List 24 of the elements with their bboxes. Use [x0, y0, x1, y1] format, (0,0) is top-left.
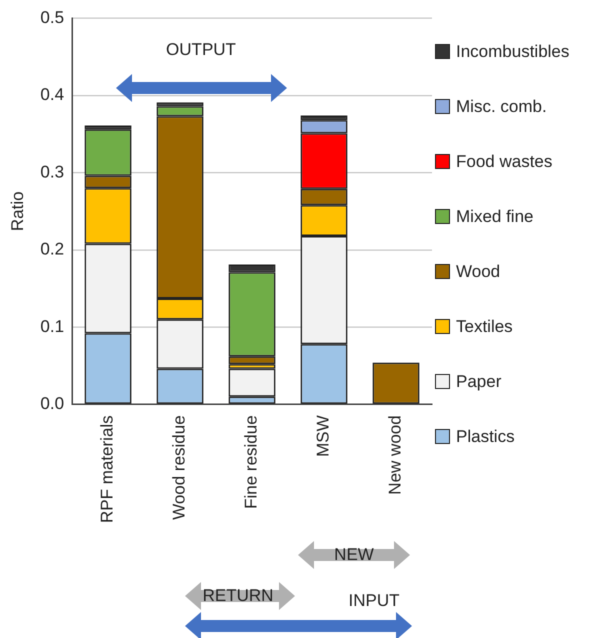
legend-label: Paper [456, 372, 502, 392]
y-tick-label: 0.4 [40, 85, 64, 104]
y-axis-title: Ratio [8, 191, 27, 232]
legend-label: Textiles [456, 316, 513, 336]
x-tick-label: Wood residue [170, 415, 189, 520]
y-tick-label: 0.5 [40, 8, 64, 27]
legend-label: Plastics [456, 426, 515, 446]
x-tick-label: Fine residue [242, 415, 261, 509]
legend-label: Incombustibles [456, 42, 570, 62]
y-tick-label: 0.1 [40, 316, 64, 336]
x-tick-label: RPF materials [98, 415, 117, 523]
legend-label: Wood [456, 262, 500, 282]
text: INPUT [348, 591, 400, 611]
y-tick-label: 0.2 [40, 240, 64, 259]
x-tick-label: New wood [386, 415, 405, 495]
legend-label: Food wastes [456, 152, 552, 172]
legend-label: Mixed fine [456, 206, 534, 226]
y-tick-label: 0.3 [40, 162, 64, 182]
text: NEW [334, 545, 374, 565]
y-tick-label: 0.0 [40, 394, 64, 413]
text: RETURN [202, 586, 274, 606]
annotation: OUTPUT [166, 40, 236, 60]
legend-label: Misc. comb. [456, 96, 547, 116]
x-tick-label: MSW [314, 415, 333, 457]
